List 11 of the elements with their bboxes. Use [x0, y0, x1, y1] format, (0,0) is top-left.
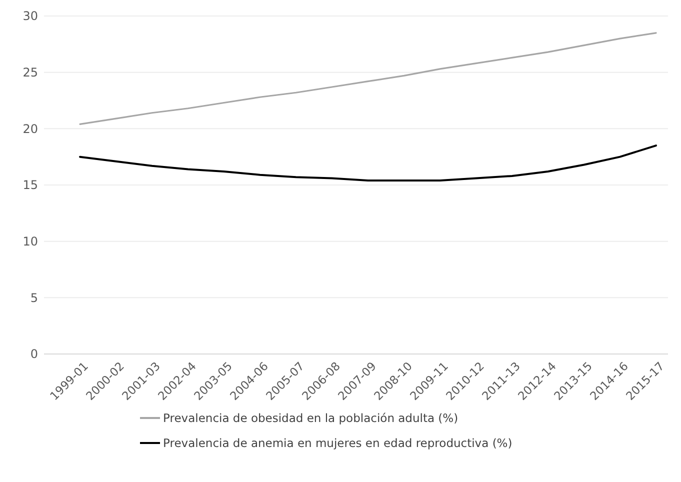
legend-label: Prevalencia de obesidad en la población adulta (%): [163, 411, 458, 426]
y-tick-label: 25: [22, 66, 38, 80]
line-series: [79, 32, 657, 125]
line-series: [79, 144, 657, 182]
legend-label: Prevalencia de anemia en mujeres en edad reproductiva (%): [163, 436, 512, 450]
y-tick-label: 5: [30, 290, 38, 305]
y-tick-label: 15: [22, 178, 38, 192]
y-tick-label: 0: [30, 347, 38, 362]
y-tick-label: 10: [22, 234, 38, 249]
y-tick-label: 20: [22, 122, 38, 136]
y-tick-label: 30: [22, 9, 38, 24]
